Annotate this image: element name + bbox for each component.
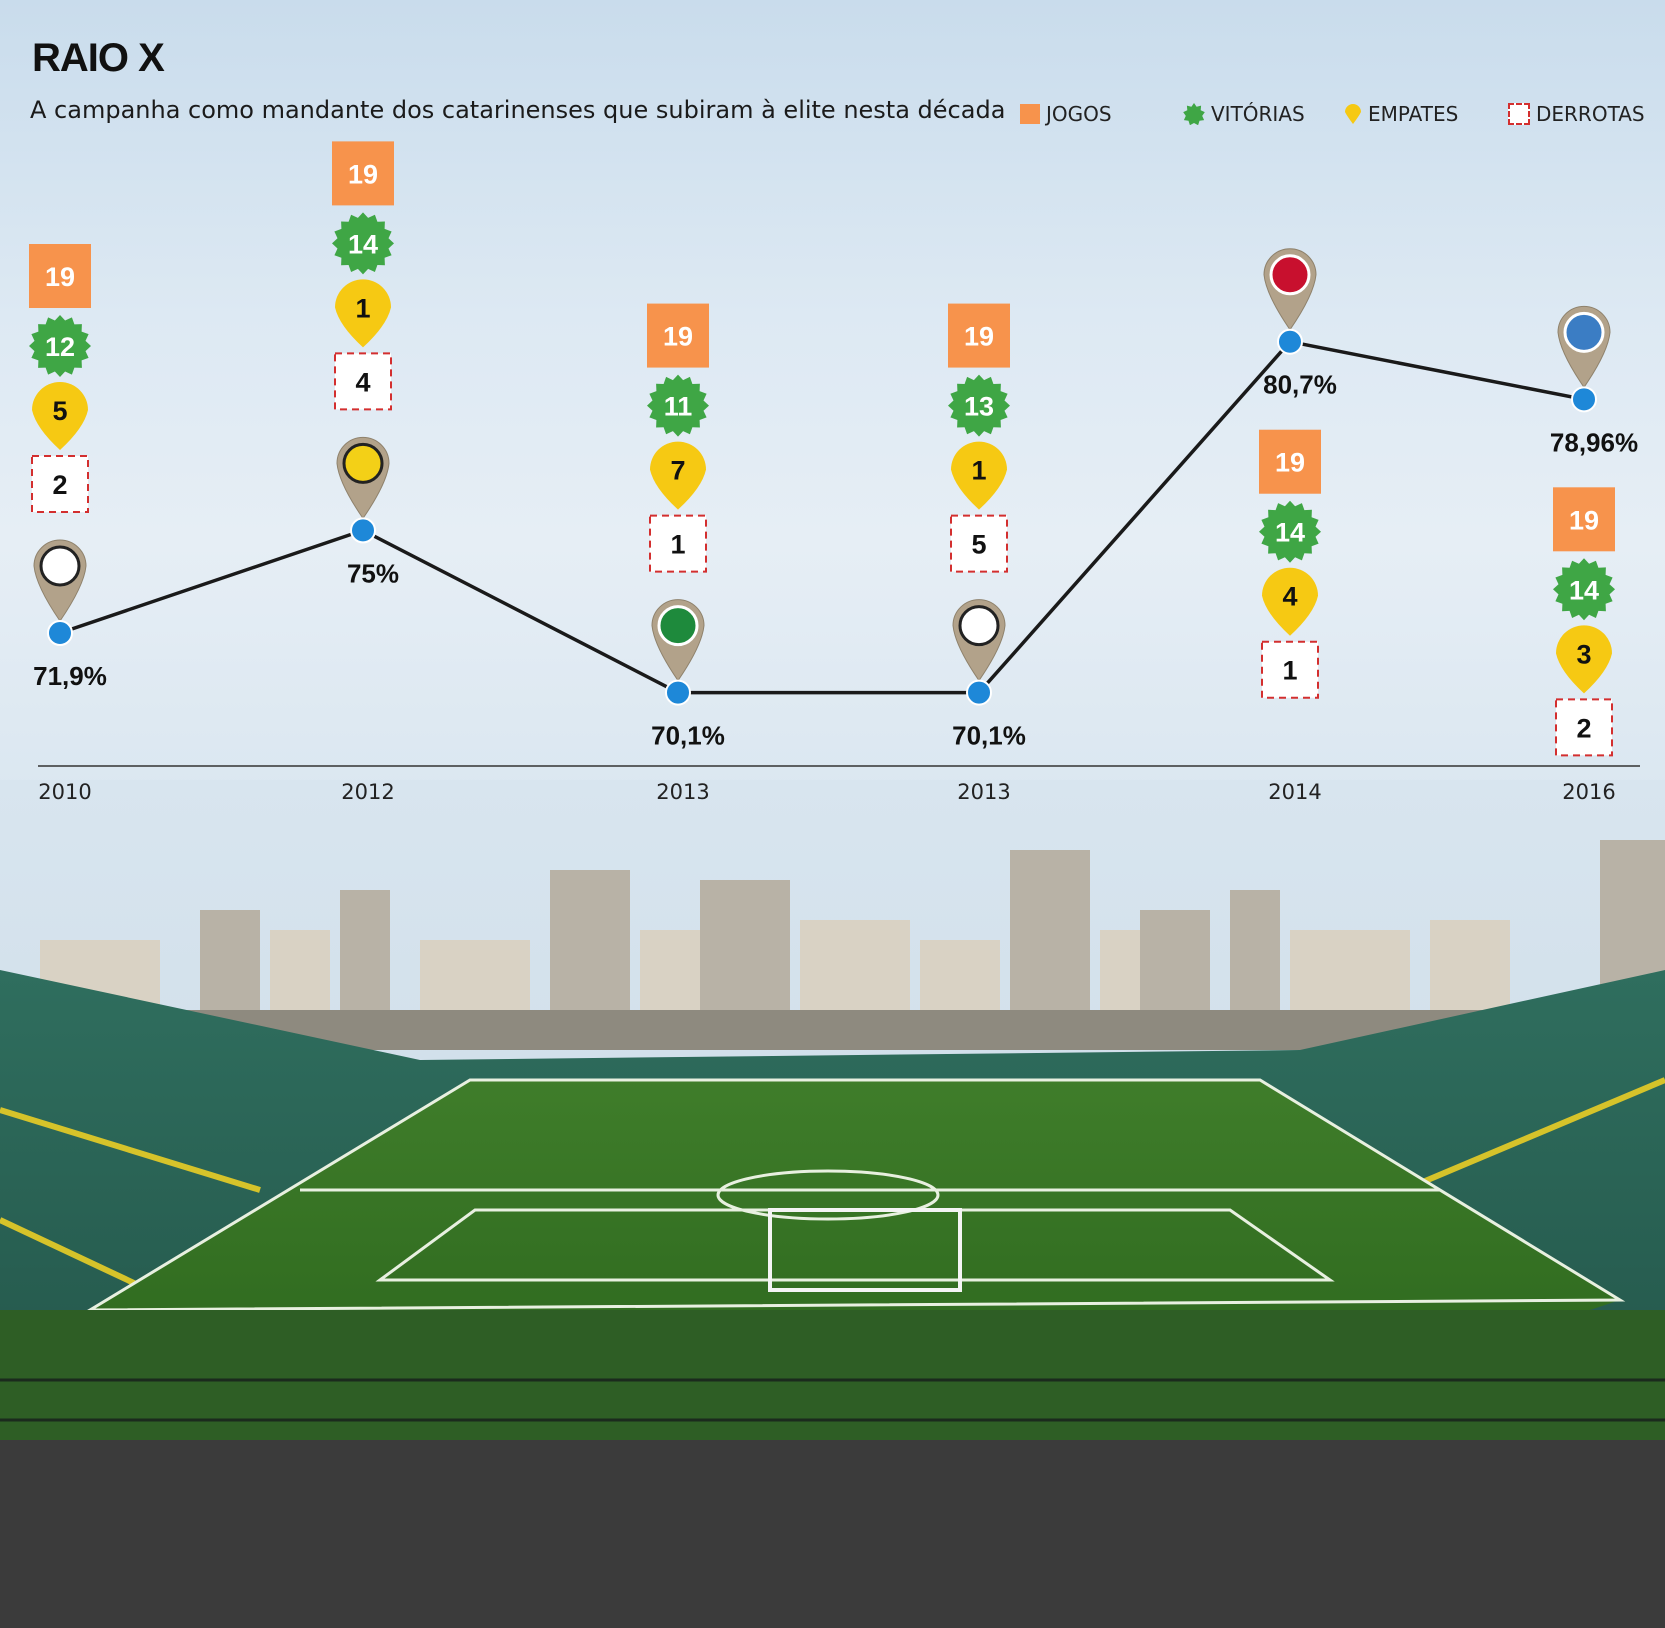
empates-value: 3 bbox=[1576, 639, 1591, 669]
data-point bbox=[966, 679, 992, 706]
criciuma-crest-icon bbox=[342, 442, 384, 484]
data-group-5: 78,96% 19 14 3 2 2016 bbox=[1550, 305, 1638, 800]
vitorias-star-badge bbox=[332, 212, 394, 275]
jogos-value: 19 bbox=[348, 159, 378, 189]
x-tick-label: 2013 bbox=[957, 780, 1010, 800]
chart-title: RAIO X bbox=[32, 36, 165, 80]
point-label: 78,96% bbox=[1550, 427, 1638, 457]
point-label: 80,7% bbox=[1263, 370, 1337, 400]
legend: JOGOS VITÓRIAS EMPATES DERROTAS bbox=[0, 102, 1665, 132]
data-point bbox=[47, 620, 73, 646]
vitorias-value: 14 bbox=[348, 229, 378, 259]
jogos-box bbox=[1259, 429, 1321, 494]
vitorias-star-badge bbox=[1553, 558, 1615, 621]
empates-drop bbox=[1556, 625, 1612, 694]
x-tick-label: 2016 bbox=[1562, 780, 1615, 800]
x-tick-label: 2012 bbox=[341, 780, 394, 800]
point-label: 75% bbox=[347, 558, 399, 588]
point-label: 70,1% bbox=[952, 721, 1026, 751]
figueirense-crest-icon bbox=[958, 605, 1000, 647]
vitorias-star-badge bbox=[647, 374, 709, 437]
jogos-value: 19 bbox=[1275, 448, 1305, 478]
empates-drop bbox=[650, 441, 706, 510]
empates-drop bbox=[32, 382, 88, 450]
data-point bbox=[1277, 328, 1303, 355]
legend-label-derrotas: DERROTAS bbox=[1536, 102, 1645, 126]
vitorias-star-badge bbox=[1259, 500, 1321, 563]
derrotas-value: 1 bbox=[1282, 656, 1297, 686]
vitorias-value: 14 bbox=[1275, 518, 1305, 548]
jogos-value: 19 bbox=[1569, 505, 1599, 535]
empates-drop bbox=[951, 441, 1007, 510]
derrotas-value: 2 bbox=[52, 470, 67, 500]
jogos-value: 19 bbox=[964, 322, 994, 352]
orange-square-icon bbox=[1020, 104, 1040, 124]
derrotas-box bbox=[649, 514, 707, 573]
vitorias-value: 11 bbox=[664, 392, 693, 422]
line-chart: 71,9%191252201075%191414201270,1%1911712… bbox=[29, 141, 1640, 800]
jogos-value: 19 bbox=[663, 322, 693, 352]
jogos-box bbox=[332, 141, 394, 206]
avai-crest-icon bbox=[1563, 311, 1605, 353]
vitorias-star-badge bbox=[948, 374, 1010, 437]
derrotas-box bbox=[1261, 640, 1319, 699]
jogos-value: 19 bbox=[45, 262, 75, 292]
empates-value: 7 bbox=[670, 456, 685, 486]
legend-item-vitorias: VITÓRIAS bbox=[1183, 102, 1305, 126]
jogos-box bbox=[647, 303, 709, 368]
jogos-box bbox=[29, 244, 91, 308]
legend-item-jogos: JOGOS bbox=[1020, 102, 1112, 126]
legend-item-derrotas: DERROTAS bbox=[1508, 102, 1645, 126]
empates-drop bbox=[335, 279, 391, 348]
empates-value: 1 bbox=[971, 456, 986, 486]
legend-label-jogos: JOGOS bbox=[1046, 102, 1112, 126]
stadium-photo bbox=[0, 780, 1665, 1628]
vitorias-value: 13 bbox=[964, 392, 994, 422]
derrotas-value: 5 bbox=[971, 530, 986, 560]
point-label: 71,9% bbox=[33, 661, 107, 691]
data-group-2: 70,1% 19 11 7 1 2013 bbox=[647, 303, 725, 800]
joinville-crest-icon bbox=[1269, 254, 1311, 296]
dashed-square-icon bbox=[1508, 103, 1530, 125]
data-point bbox=[665, 679, 691, 706]
empates-drop bbox=[1262, 567, 1318, 636]
jogos-box bbox=[948, 303, 1010, 368]
data-point bbox=[1571, 386, 1597, 413]
data-point bbox=[350, 517, 376, 544]
empates-value: 1 bbox=[355, 293, 370, 323]
jogos-box bbox=[1553, 487, 1615, 552]
data-group-4: 80,7% 19 14 4 1 2014 bbox=[1259, 248, 1337, 800]
derrotas-value: 4 bbox=[355, 367, 370, 397]
derrotas-box bbox=[1555, 698, 1613, 757]
chart-subtitle: A campanha como mandante dos catarinense… bbox=[30, 96, 1006, 124]
x-tick-label: 2014 bbox=[1268, 780, 1321, 800]
series-line bbox=[59, 339, 1585, 695]
chapecoense-crest-icon bbox=[657, 605, 699, 647]
x-tick-label: 2013 bbox=[656, 780, 709, 800]
data-group-3: 70,1% 19 13 1 5 2013 bbox=[948, 303, 1026, 800]
legend-item-empates: EMPATES bbox=[1344, 102, 1458, 126]
vitorias-value: 14 bbox=[1569, 575, 1599, 605]
derrotas-box bbox=[334, 352, 392, 411]
x-tick-label: 2010 bbox=[38, 780, 91, 800]
legend-label-vitorias: VITÓRIAS bbox=[1211, 102, 1305, 126]
derrotas-box bbox=[31, 455, 89, 513]
figueirense-crest-icon bbox=[39, 545, 81, 587]
vitorias-star-badge bbox=[29, 315, 91, 377]
data-group-0: 71,9% 19 12 5 2 2010 bbox=[29, 244, 107, 800]
derrotas-value: 2 bbox=[1576, 713, 1591, 743]
derrotas-box bbox=[950, 514, 1008, 573]
vitorias-value: 12 bbox=[45, 332, 75, 362]
point-label: 70,1% bbox=[651, 721, 725, 751]
green-star-badge-icon bbox=[1183, 103, 1205, 125]
yellow-drop-icon bbox=[1345, 104, 1361, 124]
sky-background bbox=[0, 0, 1665, 900]
empates-value: 4 bbox=[1282, 582, 1297, 612]
empates-value: 5 bbox=[52, 396, 67, 426]
legend-label-empates: EMPATES bbox=[1368, 102, 1459, 126]
derrotas-value: 1 bbox=[670, 530, 685, 560]
